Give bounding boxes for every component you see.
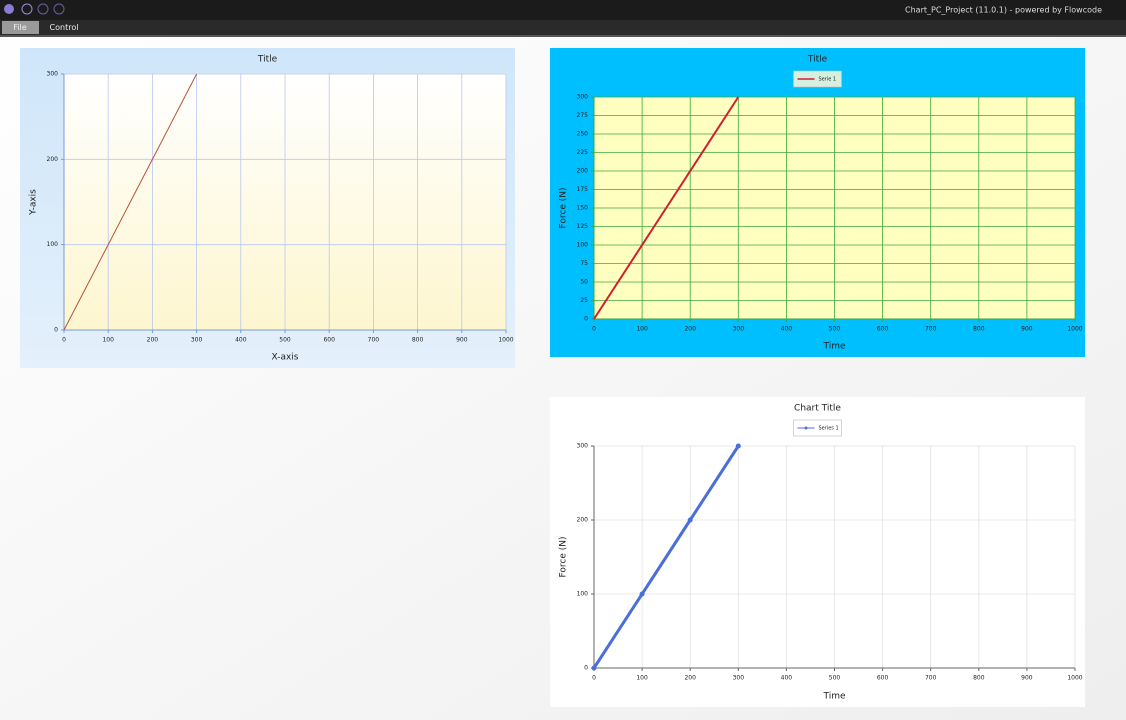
x-tick-label: 700 bbox=[925, 326, 937, 333]
y-tick-label: 200 bbox=[577, 517, 589, 524]
y-tick-label: 100 bbox=[47, 241, 59, 248]
x-tick-label: 800 bbox=[973, 675, 985, 682]
x-tick-label: 0 bbox=[592, 675, 596, 682]
x-tick-label: 800 bbox=[412, 337, 424, 344]
series-marker bbox=[687, 517, 693, 523]
x-tick-label: 700 bbox=[925, 675, 937, 682]
pause-button[interactable] bbox=[37, 3, 49, 15]
y-tick-label: 200 bbox=[577, 168, 589, 175]
y-tick-label: 150 bbox=[577, 205, 589, 212]
x-tick-label: 400 bbox=[781, 675, 793, 682]
window-title: Chart_PC_Project (11.0.1) - powered by F… bbox=[905, 6, 1102, 15]
y-axis-label: Force (N) bbox=[559, 188, 569, 229]
x-tick-label: 900 bbox=[1021, 675, 1033, 682]
menu-item[interactable]: Control bbox=[50, 23, 79, 32]
legend-label: Serie 1 bbox=[819, 77, 837, 83]
x-tick-label: 100 bbox=[102, 337, 114, 344]
x-tick-label: 300 bbox=[733, 675, 745, 682]
y-tick-label: 250 bbox=[577, 131, 589, 138]
x-tick-label: 200 bbox=[147, 337, 159, 344]
x-tick-label: 500 bbox=[829, 326, 841, 333]
y-axis-label: Y-axis bbox=[29, 189, 39, 216]
series-marker bbox=[735, 443, 741, 449]
series-marker bbox=[639, 591, 645, 597]
chart-title: Title bbox=[257, 55, 278, 65]
x-axis-label: X-axis bbox=[272, 353, 299, 363]
x-axis-label: Time bbox=[822, 692, 845, 702]
menu-tab-active[interactable] bbox=[2, 21, 39, 34]
x-tick-label: 200 bbox=[684, 675, 696, 682]
x-tick-label: 1000 bbox=[1067, 326, 1082, 333]
x-tick-label: 200 bbox=[684, 326, 696, 333]
run-button[interactable] bbox=[21, 3, 33, 15]
x-tick-label: 300 bbox=[733, 326, 745, 333]
y-tick-label: 25 bbox=[580, 297, 588, 304]
series-line bbox=[592, 445, 740, 669]
x-tick-label: 800 bbox=[973, 326, 985, 333]
y-tick-label: 0 bbox=[584, 665, 588, 672]
legend-box bbox=[793, 419, 842, 437]
chart-title: Chart Title bbox=[794, 404, 841, 414]
y-tick-label: 125 bbox=[577, 223, 589, 230]
menu-item[interactable]: File bbox=[13, 23, 26, 32]
x-tick-label: 0 bbox=[592, 326, 596, 333]
y-tick-label: 75 bbox=[580, 260, 588, 267]
y-tick-label: 300 bbox=[577, 94, 589, 101]
x-tick-label: 700 bbox=[368, 337, 380, 344]
x-axis-label: Time bbox=[822, 342, 845, 352]
x-tick-label: 100 bbox=[636, 326, 648, 333]
x-tick-label: 0 bbox=[62, 337, 66, 344]
series-line bbox=[63, 73, 198, 331]
y-tick-label: 50 bbox=[580, 279, 588, 286]
y-tick-label: 300 bbox=[577, 443, 589, 450]
y-tick-label: 0 bbox=[54, 327, 58, 334]
y-tick-label: 275 bbox=[577, 112, 589, 119]
y-tick-label: 225 bbox=[577, 149, 589, 156]
x-tick-label: 100 bbox=[636, 675, 648, 682]
y-axis-label: Force (N) bbox=[559, 537, 569, 578]
y-tick-label: 175 bbox=[577, 186, 589, 193]
x-tick-label: 300 bbox=[191, 337, 203, 344]
x-tick-label: 600 bbox=[323, 337, 335, 344]
menu-bar bbox=[0, 20, 1126, 35]
x-tick-label: 400 bbox=[235, 337, 247, 344]
x-tick-label: 400 bbox=[781, 326, 793, 333]
x-tick-label: 1000 bbox=[498, 337, 513, 344]
x-tick-label: 600 bbox=[877, 675, 889, 682]
legend-box bbox=[793, 70, 842, 88]
x-tick-label: 500 bbox=[829, 675, 841, 682]
title-bar bbox=[0, 0, 1126, 20]
series-marker bbox=[591, 665, 597, 671]
y-tick-label: 300 bbox=[47, 71, 59, 78]
x-tick-label: 900 bbox=[1021, 326, 1033, 333]
app-icon bbox=[4, 4, 14, 14]
series-line bbox=[593, 96, 740, 320]
chart-title: Title bbox=[807, 55, 828, 65]
x-tick-label: 600 bbox=[877, 326, 889, 333]
y-tick-label: 0 bbox=[584, 316, 588, 323]
stop-button[interactable] bbox=[53, 3, 65, 15]
y-tick-label: 200 bbox=[47, 156, 59, 163]
menu-border bbox=[0, 35, 1126, 37]
x-tick-label: 900 bbox=[456, 337, 468, 344]
x-tick-label: 1000 bbox=[1067, 675, 1082, 682]
y-tick-label: 100 bbox=[577, 242, 589, 249]
legend-marker bbox=[804, 426, 808, 430]
y-tick-label: 100 bbox=[577, 591, 589, 598]
legend-label: Series 1 bbox=[819, 426, 839, 432]
x-tick-label: 500 bbox=[279, 337, 291, 344]
